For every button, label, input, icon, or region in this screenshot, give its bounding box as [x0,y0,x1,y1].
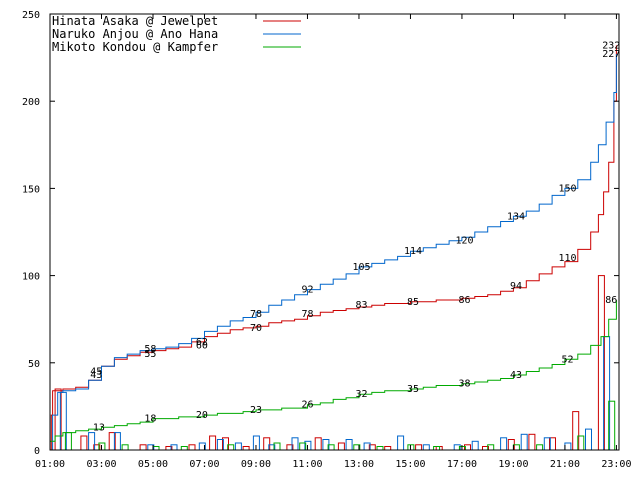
x-tick-label: 11:00 [292,459,322,470]
point-label-series-2: 134 [507,211,525,222]
hourly-bar-series-2 [422,444,430,451]
plot-frame [49,13,620,451]
point-label-series-3: 86 [605,295,617,306]
hourly-bar-series-1 [528,433,536,451]
hourly-bar-series-2 [397,435,405,451]
hourly-bar-series-1 [314,437,322,451]
point-label-series-1: 232 [602,40,620,51]
legend-label-series-1: Hinata Asaka @ Jewelpet [52,14,218,28]
point-label-series-1: 45 [90,367,102,378]
point-label-series-2: 78 [250,309,262,320]
point-label-series-1: 70 [250,323,262,334]
point-label-series-1: 55 [144,349,156,360]
point-label-series-3: 32 [355,389,367,400]
point-label-series-1: 110 [558,253,576,264]
point-labels-layer: 45 55 60 70 78 83 85 86 94 110 232 43 58 62 78 92 105 114… [90,40,620,433]
point-label-series-2: 43 [90,370,102,381]
hourly-bar-series-2 [345,439,353,451]
point-label-series-1: 85 [407,297,419,308]
hourly-bar-series-1 [139,444,147,451]
y-tick-label: 50 [28,359,40,370]
x-tick-label: 15:00 [395,459,425,470]
point-label-series-3: 52 [561,354,573,365]
hourly-bar-series-1 [337,442,345,451]
hourly-bar-series-1 [209,435,217,451]
legend-label-series-3: Mikoto Kondou @ Kampfer [52,40,218,54]
point-label-series-2: 62 [196,337,208,348]
hourly-bar-series-1 [80,435,88,451]
point-label-series-2: 227 [602,49,620,60]
point-label-series-3: 18 [144,414,156,425]
point-label-series-2: 120 [455,236,473,247]
y-tick-label: 0 [34,446,40,457]
point-label-series-1: 94 [510,281,522,292]
hourly-bar-series-2 [520,433,528,451]
axes: 0 50 100 150 200 250 01:00 03:00 05:00 07:00 09:00… [22,10,632,470]
x-tick-label: 05:00 [138,459,168,470]
cumulative-lines-layer [50,45,617,451]
point-label-series-3: 38 [458,379,470,390]
point-label-series-3: 23 [250,405,262,416]
hourly-bar-series-2 [471,440,479,451]
hourly-bar-series-2 [500,437,508,451]
cumulative-line-series-3 [50,300,617,442]
hourly-bar-series-1 [188,444,196,451]
y-tick-label: 100 [22,272,40,283]
hourly-bar-series-3 [376,446,384,451]
hourly-bar-series-2 [564,442,572,451]
point-label-series-1: 60 [196,340,208,351]
point-label-series-2: 92 [301,285,313,296]
point-label-series-2: 58 [144,344,156,355]
x-tick-label: 19:00 [498,459,528,470]
hourly-bar-series-3 [121,444,129,451]
hourly-bar-series-1 [384,446,392,451]
y-tick-label: 150 [22,184,40,195]
point-label-series-3: 43 [510,370,522,381]
point-label-series-1: 86 [458,295,470,306]
point-label-series-3: 26 [301,400,313,411]
x-tick-label: 13:00 [344,459,374,470]
hourly-bar-series-3 [536,444,544,451]
point-label-series-2: 150 [558,183,576,194]
x-tick-label: 03:00 [86,459,116,470]
hourly-bar-series-2 [585,428,592,451]
hourly-bar-series-1 [242,446,250,451]
legend-label-series-2: Naruko Anjou @ Ano Hana [52,27,218,41]
x-tick-label: 09:00 [241,459,271,470]
cumulative-line-series-2 [50,54,617,451]
point-label-series-3: 13 [93,422,105,433]
hourly-bar-series-2 [234,442,242,451]
point-label-series-1: 78 [301,309,313,320]
point-label-series-3: 35 [407,384,419,395]
x-tick-label: 21:00 [550,459,580,470]
cumulative-line-series-1 [50,45,617,451]
hourly-bar-series-1 [415,444,423,451]
point-label-series-2: 105 [352,262,370,273]
point-label-series-3: 20 [196,410,208,421]
x-tick-label: 01:00 [35,459,65,470]
x-tick-label: 07:00 [189,459,219,470]
y-tick-label: 250 [22,10,40,21]
point-label-series-2: 114 [404,246,422,257]
x-tick-label: 23:00 [601,459,631,470]
point-label-series-1: 83 [355,300,367,311]
hourly-bar-series-3 [180,446,188,451]
x-tick-label: 17:00 [447,459,477,470]
y-tick-label: 200 [22,97,40,108]
